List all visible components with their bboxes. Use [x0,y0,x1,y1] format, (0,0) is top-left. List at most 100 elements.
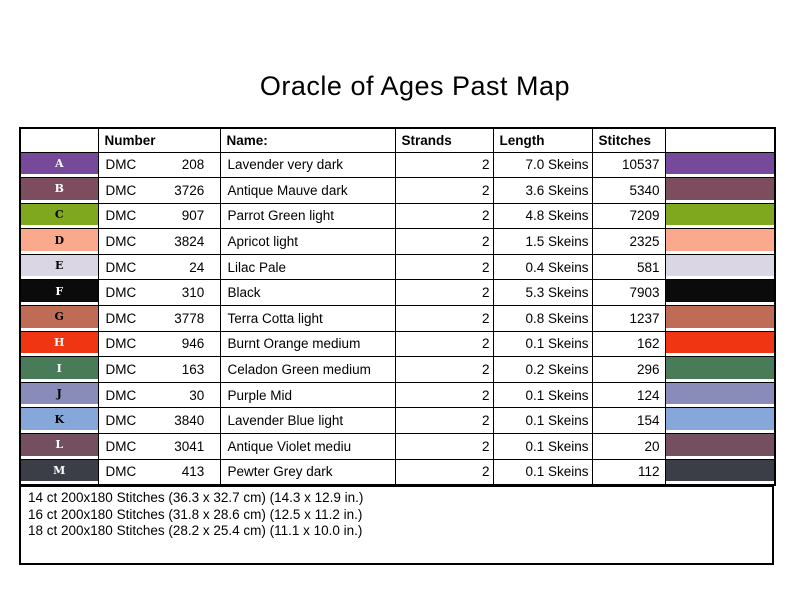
letter-badge: H [21,332,97,354]
length-cell: 5.3 Skeins [492,279,593,307]
length-cell: 0.1 Skeins [492,407,593,435]
thread-number: DMC 946 [99,336,219,352]
header-letter [19,127,99,153]
color-swatch-cell [664,151,776,179]
thread-name-cell: Terra Cotta light [219,305,396,332]
thread-number: DMC 3726 [99,182,219,198]
color-swatch-cell [664,356,776,383]
table-row: A DMC 208 Lavender very dark 2 7.0 Skeins 1053… [19,151,776,179]
table-row: M DMC 413 Pewter Grey dark 2 0.1 Skeins 112 [19,458,776,486]
thread-brand: DMC [105,285,137,301]
strands-cell: 2 [394,202,494,230]
table-row: E DMC 24 Lilac Pale 2 0.4 Skeins 581 [19,253,776,281]
thread-name-cell: Purple Mid [219,381,396,409]
thread-number-cell: DMC 413 [97,458,221,486]
table-row: J DMC 30 Purple Mid 2 0.1 Skeins 124 [19,381,776,409]
color-swatch [666,280,774,302]
thread-code: 3041 [174,438,205,454]
strands-cell: 2 [394,381,494,409]
color-swatch [666,383,774,405]
strands-cell: 2 [394,177,494,204]
length-cell: 3.6 Skeins [492,177,593,204]
stitches-cell: 296 [591,356,666,383]
letter-badge: E [21,255,97,277]
thread-brand: DMC [105,234,137,250]
fabric-size-line: 18 ct 200x180 Stitches (28.2 x 25.4 cm) … [28,523,363,538]
thread-name-cell: Burnt Orange medium [219,330,396,358]
thread-code: 946 [181,336,205,352]
thread-name-cell: Pewter Grey dark [219,458,396,486]
stitches-cell: 10537 [591,151,666,179]
thread-code: 208 [181,157,205,173]
thread-name-cell: Apricot light [219,228,396,255]
color-swatch [666,332,774,354]
fabric-size-box: 14 ct 200x180 Stitches (36.3 x 32.7 cm) … [19,485,774,565]
color-swatch [666,178,774,200]
length-cell: 0.1 Skeins [492,330,593,358]
thread-brand: DMC [105,208,137,224]
thread-number-cell: DMC 946 [97,330,221,358]
color-key-body: A DMC 208 Lavender very dark 2 7.0 Skeins 1053… [19,151,776,486]
thread-brand: DMC [105,259,137,275]
table-row: K DMC 3840 Lavender Blue light 2 0.1 Skeins 15… [19,407,776,435]
thread-number: DMC 907 [99,208,219,224]
stitches-cell: 1237 [591,305,666,332]
table-row: F DMC 310 Black 2 5.3 Skeins 7903 [19,279,776,307]
thread-number-cell: DMC 163 [97,356,221,383]
stitches-cell: 5340 [591,177,666,204]
letter-badge: I [21,357,97,379]
color-swatch [666,306,774,328]
thread-name-cell: Lavender very dark [219,151,396,179]
color-swatch [666,229,774,251]
table-row: G DMC 3778 Terra Cotta light 2 0.8 Skeins 1237 [19,305,776,332]
stitches-cell: 124 [591,381,666,409]
thread-number: DMC 24 [99,259,219,275]
thread-number: DMC 208 [99,157,219,173]
thread-number-cell: DMC 3041 [97,433,221,460]
strands-cell: 2 [394,151,494,179]
color-swatch-cell [664,202,776,230]
thread-number-cell: DMC 208 [97,151,221,179]
letter-badge: G [21,306,97,328]
color-key-table: Number Name: Strands Length Stitches A DM… [19,127,776,486]
stitches-cell: 7209 [591,202,666,230]
thread-brand: DMC [105,182,137,198]
color-swatch-cell [664,330,776,358]
thread-name-cell: Celadon Green medium [219,356,396,383]
strands-cell: 2 [394,305,494,332]
thread-code: 3778 [174,310,205,326]
thread-code: 907 [181,208,205,224]
header-row: Number Name: Strands Length Stitches [19,127,776,153]
length-cell: 1.5 Skeins [492,228,593,255]
letter-badge-cell: C [19,202,99,230]
color-swatch [666,357,774,379]
table-row: B DMC 3726 Antique Mauve dark 2 3.6 Skeins 534… [19,177,776,204]
table-row: D DMC 3824 Apricot light 2 1.5 Skeins 2325 [19,228,776,255]
color-swatch [666,434,774,456]
thread-brand: DMC [105,413,137,429]
thread-number-cell: DMC 24 [97,253,221,281]
letter-badge: C [21,204,97,226]
thread-number-cell: DMC 3824 [97,228,221,255]
thread-number: DMC 3840 [99,413,219,429]
letter-badge-cell: H [19,330,99,358]
color-swatch [666,152,774,174]
header-length: Length [492,127,593,153]
thread-name-cell: Parrot Green light [219,202,396,230]
stitches-cell: 20 [591,433,666,460]
table-row: C DMC 907 Parrot Green light 2 4.8 Skeins 7209 [19,202,776,230]
thread-number-cell: DMC 3840 [97,407,221,435]
header-number: Number [97,127,221,153]
table-row: I DMC 163 Celadon Green medium 2 0.2 Skeins 29… [19,356,776,383]
strands-cell: 2 [394,407,494,435]
letter-badge: M [21,460,97,482]
letter-badge: J [21,383,97,405]
color-swatch-cell [664,177,776,204]
color-swatch-cell [664,253,776,281]
color-swatch-cell [664,458,776,486]
strands-cell: 2 [394,253,494,281]
strands-cell: 2 [394,279,494,307]
thread-number-cell: DMC 30 [97,381,221,409]
thread-number-cell: DMC 907 [97,202,221,230]
stitches-cell: 2325 [591,228,666,255]
